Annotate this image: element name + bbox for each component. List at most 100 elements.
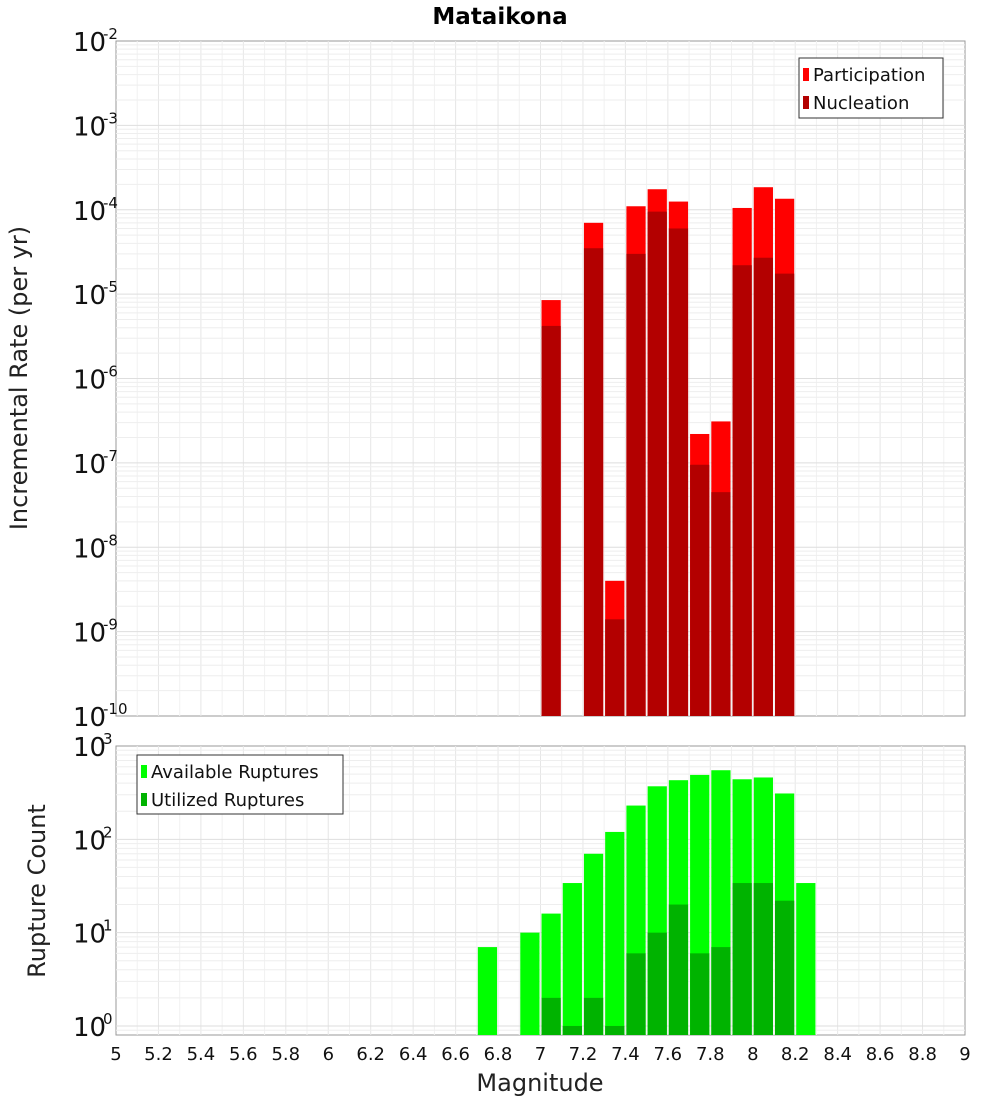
count-grid xyxy=(116,746,965,1035)
x-tick-label: 8.4 xyxy=(823,1044,852,1065)
legend-swatch xyxy=(803,68,809,81)
rate-grid xyxy=(116,41,965,716)
legend-label: Participation xyxy=(813,65,925,86)
y-tick-base: 10 xyxy=(73,534,106,564)
x-tick-label: 5.6 xyxy=(229,1044,258,1065)
rate-y-axis-label: Incremental Rate (per yr) xyxy=(5,226,33,530)
x-tick-label: 8 xyxy=(747,1044,758,1065)
bar-utilized-ruptures xyxy=(562,1025,582,1035)
y-tick-exponent: -10 xyxy=(103,700,128,718)
legend-box xyxy=(798,57,944,119)
legend-swatch xyxy=(803,96,809,109)
bar-utilized-ruptures xyxy=(774,900,795,1035)
bar-utilized-ruptures xyxy=(711,947,731,1035)
x-tick-label: 7.8 xyxy=(696,1044,725,1065)
x-tick-label: 7 xyxy=(535,1044,546,1065)
legend-label: Available Ruptures xyxy=(151,762,319,783)
bar-nucleation xyxy=(541,325,561,716)
x-tick-label: 8.2 xyxy=(781,1044,810,1065)
legend-box xyxy=(136,754,344,815)
x-tick-label: 8.8 xyxy=(908,1044,937,1065)
x-tick-label: 7.4 xyxy=(611,1044,640,1065)
x-tick-label: 5 xyxy=(110,1044,121,1065)
y-tick-label: 10-7 xyxy=(73,447,118,480)
x-tick-label: 5.2 xyxy=(144,1044,173,1065)
y-tick-exponent: -8 xyxy=(103,531,118,549)
y-tick-base: 10 xyxy=(73,920,106,950)
x-tick-label: 6 xyxy=(323,1044,334,1065)
y-tick-base: 10 xyxy=(73,703,106,733)
bar-utilized-ruptures xyxy=(583,997,604,1035)
y-tick-exponent: 1 xyxy=(103,917,113,935)
y-tick-label: 102 xyxy=(73,823,113,856)
y-tick-exponent: -9 xyxy=(103,616,118,634)
y-tick-exponent: -4 xyxy=(103,194,118,212)
bar-nucleation xyxy=(690,464,710,716)
y-tick-label: 10-10 xyxy=(73,700,128,733)
bar-available-ruptures xyxy=(583,853,604,1035)
bar-nucleation xyxy=(732,265,752,716)
x-tick-label: 6.6 xyxy=(441,1044,470,1065)
y-tick-label: 10-6 xyxy=(73,363,118,396)
legend-label: Nucleation xyxy=(813,93,909,114)
bar-nucleation xyxy=(626,253,646,716)
count-bars xyxy=(477,770,816,1035)
y-tick-exponent: 2 xyxy=(103,823,113,841)
bar-nucleation xyxy=(647,211,667,716)
legend-swatch xyxy=(141,793,147,806)
x-tick-label: 5.4 xyxy=(187,1044,216,1065)
bar-available-ruptures xyxy=(477,947,498,1035)
x-tick-label: 8.6 xyxy=(866,1044,895,1065)
y-tick-base: 10 xyxy=(73,450,106,480)
y-tick-base: 10 xyxy=(73,112,106,142)
bar-utilized-ruptures xyxy=(541,997,561,1035)
y-tick-base: 10 xyxy=(73,826,106,856)
y-tick-label: 103 xyxy=(73,730,113,763)
bar-utilized-ruptures xyxy=(690,953,710,1035)
bar-nucleation xyxy=(605,619,625,716)
y-tick-exponent: -3 xyxy=(103,109,118,127)
x-tick-label: 7.2 xyxy=(569,1044,598,1065)
y-tick-base: 10 xyxy=(73,733,106,763)
legend-label: Utilized Ruptures xyxy=(151,790,304,811)
y-tick-label: 10-2 xyxy=(73,25,118,58)
y-tick-label: 10-8 xyxy=(73,531,118,564)
y-tick-base: 10 xyxy=(73,1013,106,1043)
y-tick-exponent: -6 xyxy=(103,363,118,381)
count-legend: Available Ruptures Utilized Ruptures xyxy=(136,754,344,815)
y-tick-base: 10 xyxy=(73,197,106,227)
x-axis-label: Magnitude xyxy=(476,1069,603,1097)
y-tick-label: 10-4 xyxy=(73,194,118,227)
y-tick-exponent: 0 xyxy=(103,1010,113,1028)
bar-utilized-ruptures xyxy=(732,883,752,1035)
bar-nucleation xyxy=(711,492,731,716)
y-tick-label: 10-9 xyxy=(73,616,118,649)
y-tick-base: 10 xyxy=(73,281,106,311)
x-tick-label: 7.6 xyxy=(653,1044,682,1065)
bar-available-ruptures xyxy=(520,932,540,1035)
rate-legend: Participation Nucleation xyxy=(798,57,944,119)
bar-nucleation xyxy=(668,228,689,716)
legend-swatch xyxy=(141,765,147,778)
chart-title: Mataikona xyxy=(432,4,567,30)
bar-utilized-ruptures xyxy=(668,904,689,1035)
y-tick-label: 101 xyxy=(73,917,113,950)
y-tick-base: 10 xyxy=(73,366,106,396)
bar-available-ruptures xyxy=(562,883,582,1035)
bar-utilized-ruptures xyxy=(753,883,773,1035)
x-tick-labels: 5 5.2 5.4 5.6 5.8 6 6.2 6.4 6.6 6.8 7 7.2 7.4 7.6 7.8 8… xyxy=(110,1044,970,1065)
y-tick-label: 100 xyxy=(73,1010,113,1043)
y-tick-exponent: -2 xyxy=(103,25,118,43)
bar-utilized-ruptures xyxy=(647,932,667,1035)
x-tick-label: 9 xyxy=(959,1044,970,1065)
y-tick-exponent: -7 xyxy=(103,447,118,465)
x-tick-label: 6.4 xyxy=(399,1044,428,1065)
bar-utilized-ruptures xyxy=(605,1025,625,1035)
y-tick-label: 10-5 xyxy=(73,278,118,311)
rate-bars xyxy=(541,187,795,717)
bar-utilized-ruptures xyxy=(626,953,646,1035)
bar-nucleation xyxy=(583,248,604,716)
